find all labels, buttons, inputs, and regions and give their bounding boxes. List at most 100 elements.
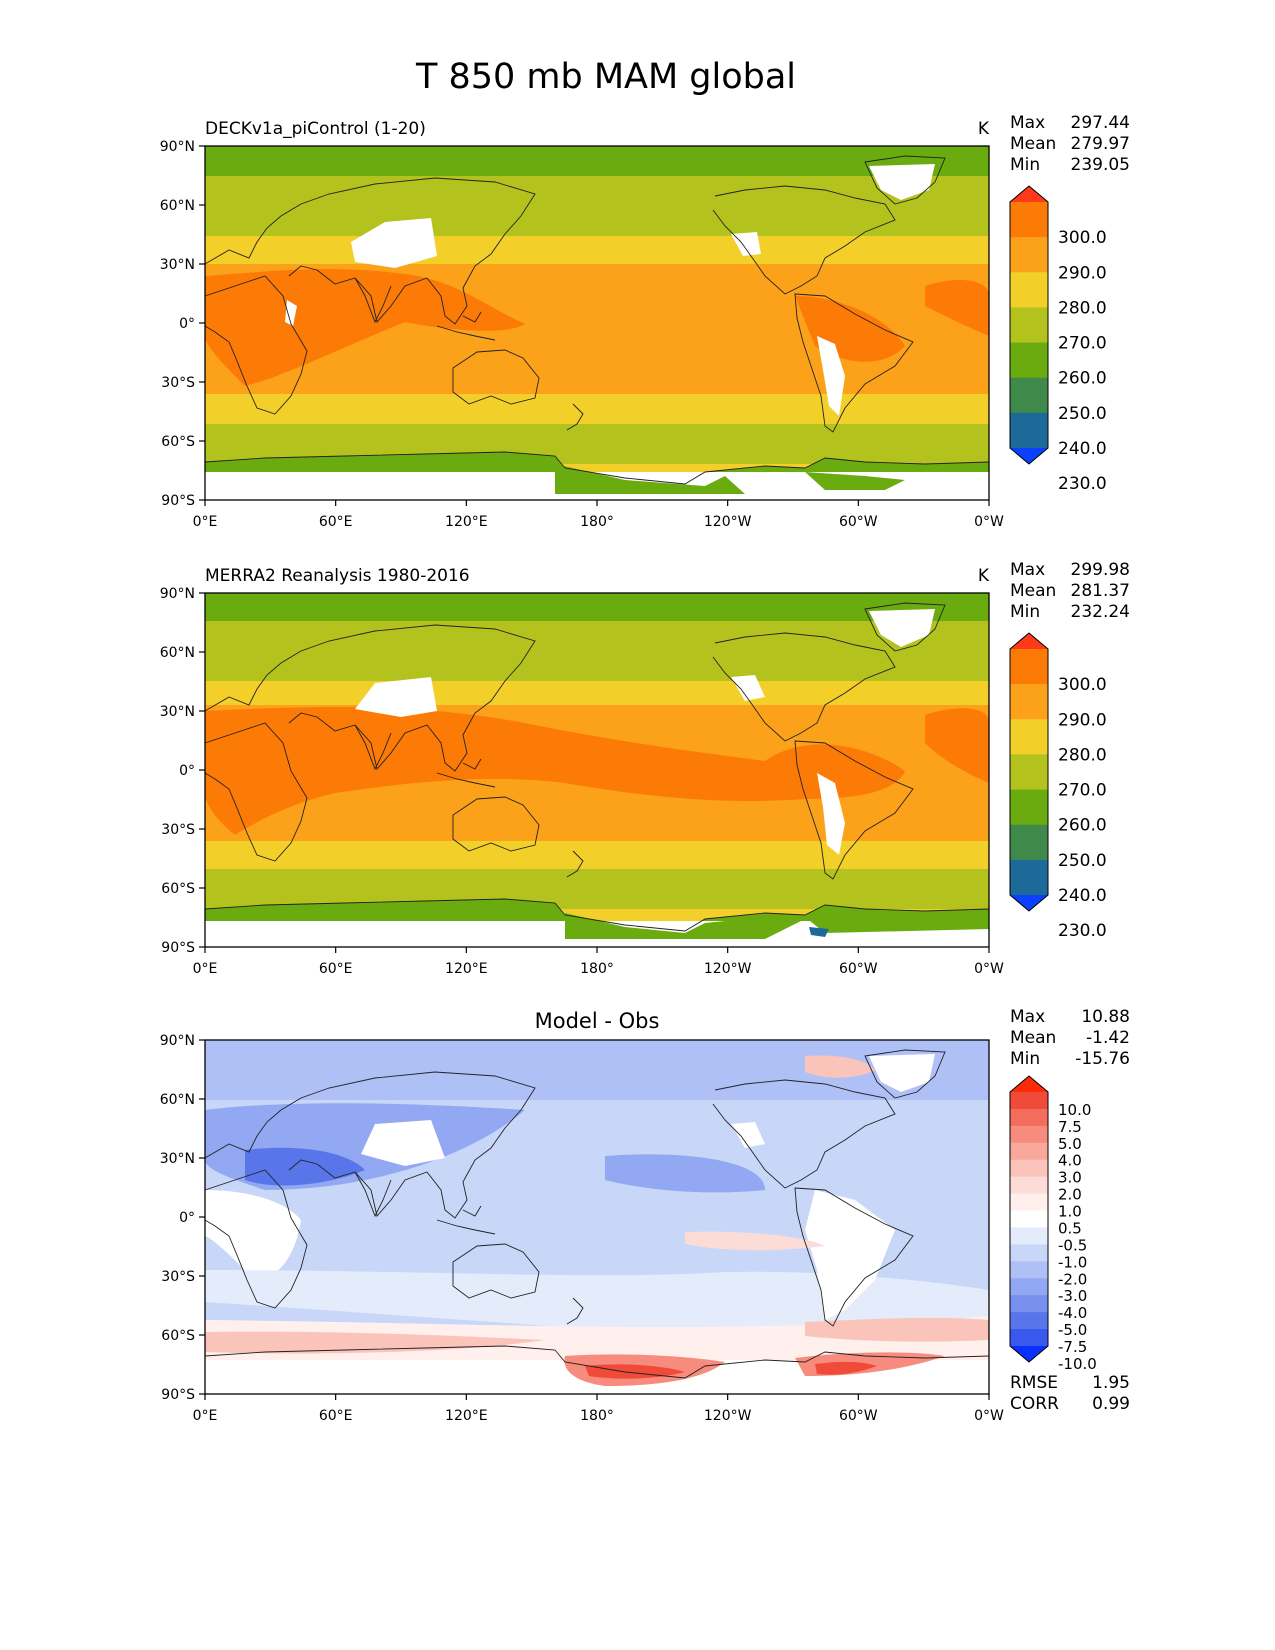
colorbar-swatch [1010,1329,1048,1347]
colorbar-tick-label: -0.5 [1058,1236,1087,1254]
stats-box: Max 299.98 Mean 281.37 Min 232.24 [1010,560,1130,622]
colorbar-swatch [1010,1108,1048,1127]
lon-tick-label: 0°E [193,1408,218,1424]
stat-value: 10.88 [1081,1007,1130,1027]
colorbar-swatch [1010,1125,1048,1144]
panel-left-title: DECKv1a_piControl (1-20) [205,119,426,139]
colorbar-outline [1009,1075,1049,1363]
panel-units: K [978,566,990,586]
colorbar-extend-max [1010,633,1048,649]
lat-axis: 90°N 60°N 30°N 0° 30°S 60°S 90°S [160,1033,205,1403]
stats-box: Max 10.88 Mean -1.42 Min -15.76 [1010,1007,1130,1069]
lat-tick-label: 60°S [161,881,195,897]
lat-tick-label: 30°N [160,704,195,720]
panel-diff: 90°N 60°N 30°N 0° 30°S 60°S 90°S 0°E 60°E 120°E 1… [160,1007,1130,1424]
colorbar-outline [1009,185,1049,465]
colorbar-tick-label: 260.0 [1058,816,1107,836]
lat-tick-label: 30°S [161,822,195,838]
colorbar-extend-max [1010,1076,1048,1092]
colorbar-tick-label: 270.0 [1058,781,1107,801]
colorbar-tick-label: -4.0 [1058,1304,1087,1322]
colorbar-swatch [1010,1142,1048,1161]
colorbar-tick-label: 2.0 [1058,1186,1082,1204]
lat-tick-label: 90°S [161,1387,195,1403]
colorbar-tick-label: -10.0 [1058,1355,1097,1373]
lon-axis: 0°E 60°E 120°E 180° 120°W 60°W 0°W [193,947,1004,977]
colorbar-tick-label: -3.0 [1058,1287,1087,1305]
panel-model: 90°N 60°N 30°N 0° 30°S 60°S 90°S 0°E 60°E 120°E 1… [160,113,1130,530]
colorbar-swatch [1010,1261,1048,1279]
stat-label: Min [1010,155,1040,175]
panel-obs: 90°N 60°N 30°N 0° 30°S 60°S 90°S 0°E 60°E 120°E 1… [160,560,1130,977]
colorbar-swatch [1010,1092,1048,1110]
lat-tick-label: 0° [179,316,195,332]
lat-tick-label: 90°S [161,493,195,509]
stat-value: 232.24 [1071,602,1130,622]
colorbar-swatch [1010,237,1048,273]
colorbar-swatch [1010,1193,1048,1212]
colorbar-tick-label: 1.0 [1058,1203,1082,1221]
stat-label: Max [1010,1007,1045,1027]
colorbar-tick-label: 0.5 [1058,1219,1082,1237]
lon-tick-label: 60°E [319,514,353,530]
lon-axis: 0°E 60°E 120°E 180° 120°W 60°W 0°W [193,500,1004,530]
lon-tick-label: 120°W [704,514,752,530]
colorbar-tick-label: 230.0 [1058,474,1107,494]
lat-tick-label: 90°N [160,139,195,155]
lon-tick-label: 120°E [445,514,488,530]
stat-value: 297.44 [1071,113,1130,133]
colorbar-tick-label: 5.0 [1058,1135,1082,1153]
colorbar-swatch [1010,789,1048,826]
stat-label: Mean [1010,581,1056,601]
lon-tick-label: 180° [580,961,614,977]
lat-tick-label: 60°N [160,1092,195,1108]
colorbar-outline [1009,632,1049,912]
colorbar-extend-max [1010,186,1048,202]
colorbar-tick-label: 290.0 [1058,263,1107,283]
stat-value: -1.42 [1086,1028,1130,1048]
lat-tick-label: 30°S [161,1269,195,1285]
lon-tick-label: 120°W [704,961,752,977]
stat-label: Min [1010,1049,1040,1069]
stat-value: -15.76 [1075,1049,1130,1069]
colorbar-tick-label: 250.0 [1058,851,1107,871]
lon-tick-label: 180° [580,1408,614,1424]
colorbar-swatch [1010,272,1048,308]
metrics-box: RMSE 1.95 CORR 0.99 [1010,1373,1130,1414]
colorbar-swatch [1010,1159,1048,1178]
map-field [204,146,990,500]
colorbar-tick-label: 300.0 [1058,228,1107,248]
lon-tick-label: 0°E [193,961,218,977]
colorbar-extend-min [1010,1346,1048,1362]
lon-tick-label: 60°E [319,1408,353,1424]
colorbar: 300.0 290.0 280.0 270.0 260.0 250.0 240.0 230.0 [1009,185,1107,494]
colorbar-tick-label: 240.0 [1058,439,1107,459]
lon-tick-label: 60°W [839,961,878,977]
lon-tick-label: 0°E [193,514,218,530]
colorbar-tick-label: -5.0 [1058,1321,1087,1339]
panel-left-title: MERRA2 Reanalysis 1980-2016 [205,566,470,586]
lat-tick-label: 60°N [160,198,195,214]
stat-value: 279.97 [1071,134,1130,154]
colorbar-tick-label: -1.0 [1058,1253,1087,1271]
lat-tick-label: 30°S [161,375,195,391]
metric-value: 0.99 [1092,1394,1130,1414]
colorbar-swatch [1010,684,1048,720]
lat-axis: 90°N 60°N 30°N 0° 30°S 60°S 90°S [160,586,205,956]
colorbar-swatch [1010,307,1048,344]
colorbar-swatch [1010,1278,1048,1296]
lon-tick-label: 120°E [445,961,488,977]
stat-label: Max [1010,560,1045,580]
colorbar-swatch [1010,377,1048,414]
stat-value: 299.98 [1071,560,1130,580]
lon-tick-label: 60°E [319,961,353,977]
colorbar-tick-label: 250.0 [1058,404,1107,424]
lat-tick-label: 30°N [160,1151,195,1167]
lon-tick-label: 0°W [974,1408,1004,1424]
colorbar-swatch [1010,1210,1048,1228]
lat-tick-label: 90°N [160,1033,195,1049]
lat-tick-label: 60°S [161,434,195,450]
colorbar-tick-label: 230.0 [1058,921,1107,941]
colorbar-tick-label: 10.0 [1058,1101,1091,1119]
